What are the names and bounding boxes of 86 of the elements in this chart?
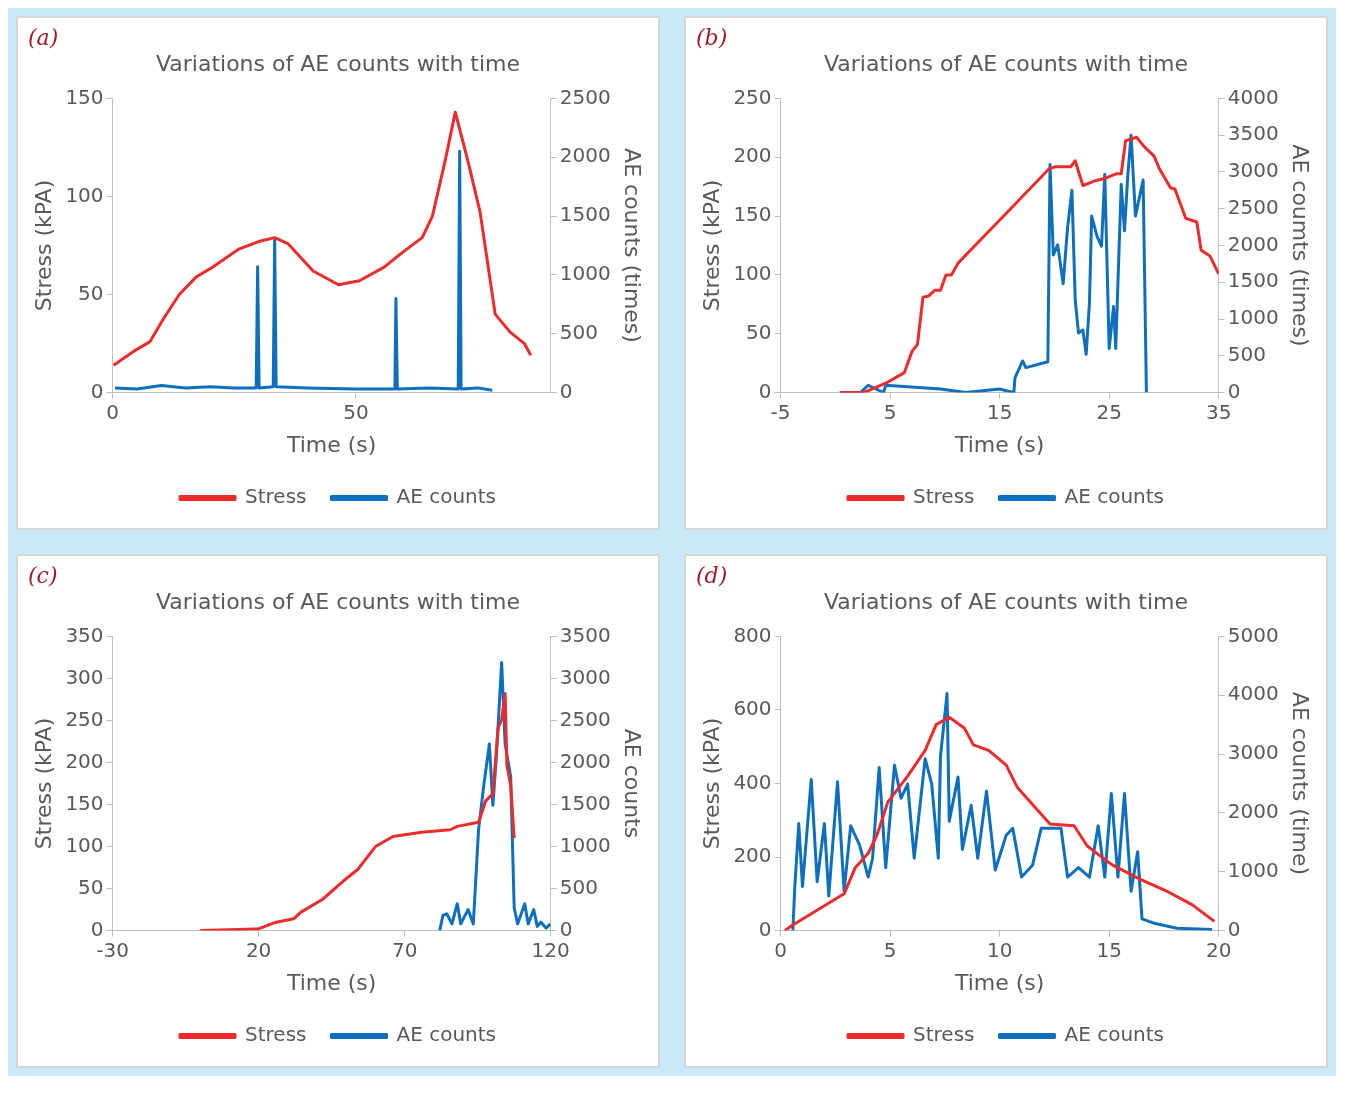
y-tick-label: 50: [78, 874, 104, 899]
y2-tick-label: 2500: [559, 706, 611, 731]
y2-tick-label: 500: [1227, 342, 1266, 367]
legend-label: Stress: [245, 1022, 307, 1047]
y-axis-title: Stress (kPA): [698, 179, 724, 312]
y2-tick-label: 2000: [1227, 799, 1279, 824]
y-tick-label: 150: [65, 790, 104, 815]
y2-tick-label: 3000: [559, 664, 611, 689]
y2-tick-label: 3000: [1227, 740, 1279, 765]
y2-tick-label: 4000: [1227, 84, 1279, 109]
y-tick-label: 0: [758, 916, 772, 941]
y-tick-label: 250: [65, 706, 104, 731]
y-tick-label: 200: [65, 748, 104, 773]
x-tick-label: -5: [770, 399, 791, 424]
text: (b): [696, 24, 728, 50]
y-tick-label: 800: [733, 622, 772, 647]
y-tick-label: 250: [733, 84, 772, 109]
text: (a): [28, 24, 59, 50]
y2-axis-title: AE coumts (times): [1288, 144, 1314, 347]
y2-tick-label: 5000: [1227, 622, 1279, 647]
x-tick-label: 25: [1096, 399, 1122, 424]
y2-axis-title: AE counts: [620, 728, 646, 839]
x-tick-label: 20: [245, 937, 272, 962]
y2-tick-label: 2000: [559, 143, 611, 168]
y2-tick-label: 3500: [1227, 121, 1279, 146]
y-tick-label: 100: [65, 182, 104, 207]
x-axis-title: Time (s): [285, 431, 377, 457]
y-tick-label: 0: [90, 378, 104, 403]
legend-label: Stress: [245, 484, 307, 509]
chart-title: Variations of AE counts with time: [155, 588, 521, 614]
y-tick-label: 200: [733, 843, 772, 868]
y-tick-label: 0: [758, 378, 772, 403]
x-axis-title: Time (s): [953, 969, 1045, 995]
legend-label: AE counts: [1064, 1022, 1164, 1047]
legend-label: AE counts: [396, 484, 496, 509]
y-axis-title: Stress (kPA): [30, 717, 56, 850]
y-tick-label: 100: [733, 261, 772, 286]
y2-axis-title: AE counts (time): [1288, 691, 1314, 876]
chart-title: Variations of AE counts with time: [823, 50, 1189, 76]
chart-title: Variations of AE counts with time: [155, 50, 521, 76]
y2-tick-label: 2000: [559, 748, 611, 773]
x-axis-title: Time (s): [953, 431, 1045, 457]
y-tick-label: 350: [65, 622, 104, 647]
y2-tick-label: 1000: [559, 261, 611, 286]
y-tick-label: 200: [733, 143, 772, 168]
y2-tick-label: 1000: [1227, 857, 1279, 882]
x-tick-label: 50: [343, 399, 369, 424]
y2-tick-label: 500: [559, 319, 598, 344]
y2-tick-label: 1500: [559, 790, 611, 815]
x-tick-label: 10: [986, 937, 1013, 962]
y2-tick-label: 1000: [559, 832, 611, 857]
legend-label: AE counts: [396, 1022, 496, 1047]
y2-tick-label: 3500: [559, 622, 611, 647]
y2-tick-label: 0: [559, 378, 573, 403]
y-tick-label: 100: [65, 832, 104, 857]
y-tick-label: 50: [746, 319, 772, 344]
legend-label: AE counts: [1064, 484, 1164, 509]
chart-title: Variations of AE counts with time: [823, 588, 1189, 614]
legend-label: Stress: [913, 1022, 975, 1047]
y2-tick-label: 1500: [1227, 268, 1279, 293]
x-tick-label: 5: [883, 937, 897, 962]
y2-tick-label: 3000: [1227, 158, 1279, 183]
y-tick-label: 150: [733, 202, 772, 227]
x-tick-label: 15: [1096, 937, 1122, 962]
legend-label: Stress: [913, 484, 975, 509]
y2-tick-label: 2500: [1227, 194, 1279, 219]
text: (c): [28, 562, 58, 588]
y-tick-label: 600: [733, 696, 772, 721]
y-tick-label: 400: [733, 769, 772, 794]
x-tick-label: 70: [391, 937, 418, 962]
x-axis-title: Time (s): [285, 969, 377, 995]
y2-tick-label: 2500: [559, 84, 611, 109]
y2-tick-label: 4000: [1227, 681, 1279, 706]
y2-tick-label: 500: [559, 874, 598, 899]
y-tick-label: 300: [65, 664, 104, 689]
y2-tick-label: 1500: [559, 202, 611, 227]
x-tick-label: 15: [986, 399, 1013, 424]
y-axis-title: Stress (kPA): [30, 179, 56, 312]
y2-tick-label: 2000: [1227, 231, 1279, 256]
y-axis-title: Stress (kPA): [698, 717, 724, 850]
x-tick-label: 5: [883, 399, 897, 424]
y2-tick-label: 1000: [1227, 305, 1279, 330]
y-tick-label: 150: [65, 84, 104, 109]
y-tick-label: 50: [78, 280, 104, 305]
text: (d): [696, 562, 728, 588]
y2-axis-title: AE counts (times): [620, 148, 646, 343]
